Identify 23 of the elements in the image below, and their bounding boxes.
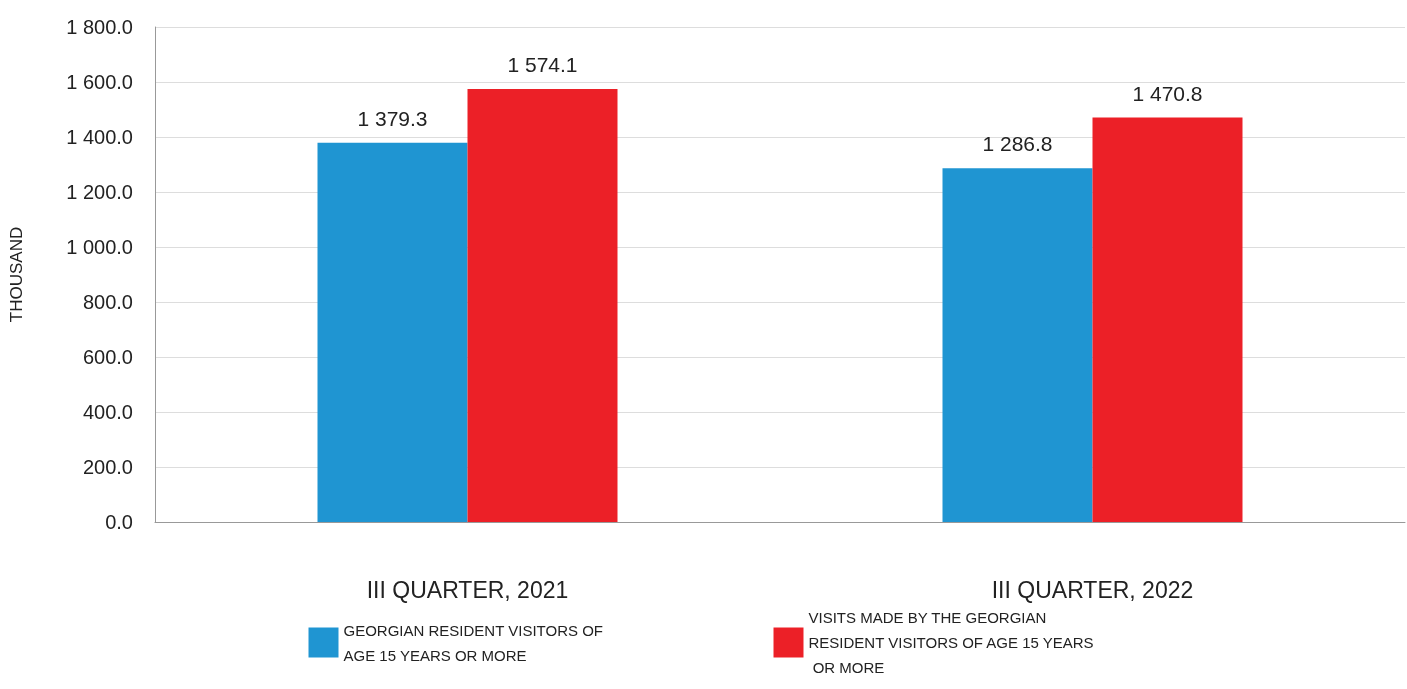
y-tick-label: 1 200.0: [66, 181, 133, 203]
y-tick-label: 1 600.0: [66, 71, 133, 93]
x-tick-label: III QUARTER, 2021: [366, 576, 569, 603]
y-tick-label: 800.0: [82, 291, 133, 313]
bar: [467, 89, 618, 522]
y-tick-label: 600.0: [82, 346, 133, 368]
legend-label: VISITS MADE BY THE GEORGIAN RESIDENT VISITORS OF AGE 15 YEARS OR MORE: [808, 609, 1094, 676]
y-tick-label: 1 800.0: [66, 16, 133, 38]
bar: [1092, 117, 1243, 522]
y-tick-label: 200.0: [82, 456, 133, 478]
y-tick-label: 0.0: [105, 511, 133, 533]
data-label: 1 379.3: [357, 106, 428, 130]
bar: [317, 142, 468, 522]
y-tick-label: 1 400.0: [66, 126, 133, 148]
bar: [942, 168, 1093, 522]
data-label: 1 574.1: [507, 53, 578, 77]
y-axis-title: THOUSAND: [7, 226, 26, 323]
data-label: 1 286.8: [982, 132, 1053, 156]
legend-label: GEORGIAN RESIDENT VISITORS OF AGE 15 YEARS OR MORE: [343, 621, 608, 664]
y-tick-label: 1 000.0: [66, 236, 133, 258]
x-tick-label: III QUARTER, 2022: [991, 576, 1194, 603]
data-label: 1 470.8: [1132, 81, 1203, 105]
y-tick-label: 400.0: [82, 401, 133, 423]
